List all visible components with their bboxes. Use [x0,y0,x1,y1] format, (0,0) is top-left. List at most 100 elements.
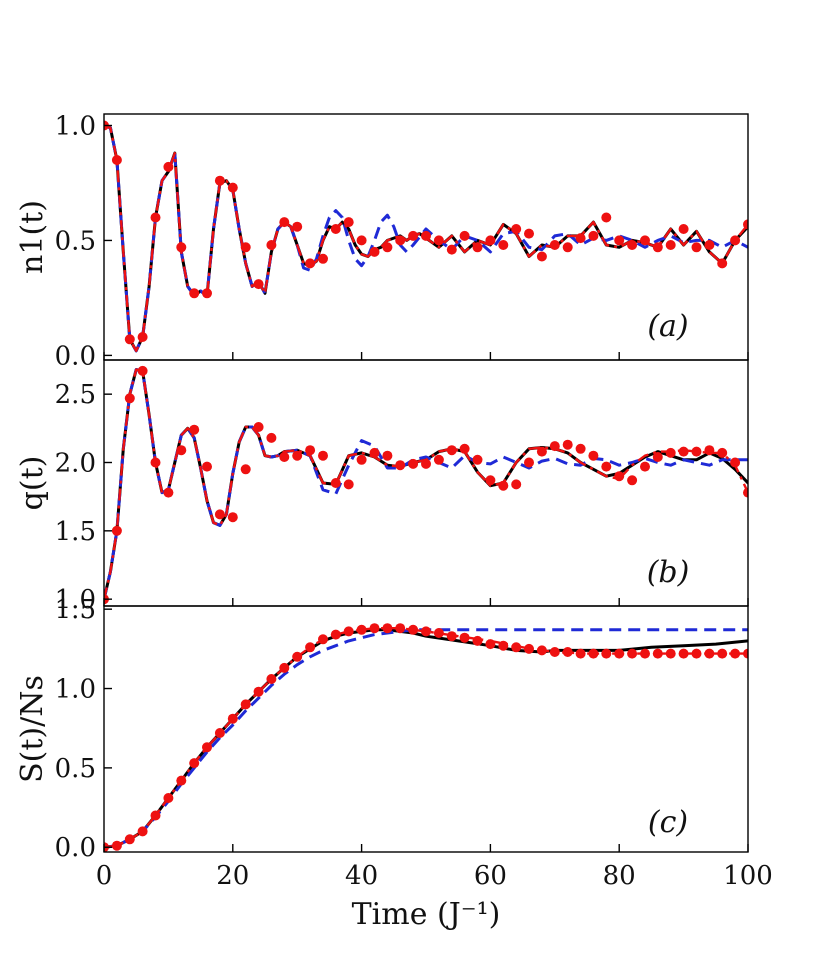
data-point-red-markers [189,424,200,435]
data-point-red-markers [227,713,238,724]
data-point-red-markers [176,445,187,456]
data-point-red-markers [111,525,122,536]
data-point-red-markers [730,457,741,468]
data-point-red-markers [395,460,406,471]
data-point-red-markers [588,648,599,659]
data-point-red-markers [279,217,290,228]
data-point-red-markers [253,422,264,432]
data-point-red-markers [549,240,560,250]
data-point-red-markers [343,217,354,228]
data-point-red-markers [743,648,748,659]
data-point-red-markers [601,648,612,659]
data-point-red-markers [421,458,431,469]
data-point-red-markers [691,446,702,457]
data-point-red-markers [704,648,715,659]
data-point-red-markers [433,235,444,246]
data-point-red-markers [124,834,135,845]
data-point-red-markers [536,446,547,457]
panel-tag: (b) [647,555,690,590]
data-point-red-markers [305,445,316,456]
data-point-red-markers [266,240,277,250]
data-point-red-markers [382,450,393,461]
panel-data [104,365,748,605]
data-point-red-markers [330,224,341,234]
data-point-red-markers [717,648,728,659]
x-tick-label: 0 [96,861,113,891]
data-point-red-markers [498,480,509,491]
data-point-red-markers [704,240,715,250]
data-point-red-markers [562,439,573,450]
data-point-red-markers [356,454,367,465]
data-point-red-markers [678,446,689,457]
data-point-red-markers [318,253,328,264]
data-point-red-markers [665,648,676,659]
data-point-red-markers [549,441,560,452]
panel-a: 0.0 0.5 1.0 (a) n1(t) [15,111,749,371]
data-point-red-markers [614,471,625,482]
data-point-red-markers [356,235,367,246]
data-point-red-markers [459,632,470,643]
data-point-red-markers [202,288,212,299]
x-tick-label: 80 [603,861,636,891]
data-point-red-markers [408,230,419,241]
data-point-red-markers [253,686,264,697]
data-point-red-markers [240,242,251,253]
data-point-red-markers [433,628,444,638]
data-point-red-markers [433,454,444,465]
data-point-red-markers [356,624,367,635]
data-point-red-markers [292,221,303,232]
data-point-red-markers [318,450,328,461]
data-point-red-markers [536,251,547,262]
data-point-red-markers [330,478,341,488]
data-point-red-markers [176,242,187,253]
data-point-red-markers [575,443,586,454]
series-line-blue-dashed [104,368,748,600]
data-point-red-markers [408,458,419,469]
data-point-red-markers [575,648,586,659]
data-point-red-markers [472,454,483,465]
data-point-red-markers [202,742,212,753]
y-tick-label: 1.0 [55,675,96,705]
data-point-red-markers [124,334,135,345]
data-point-red-markers [305,642,316,653]
data-point-red-markers [227,512,238,523]
data-point-red-markers [678,224,689,234]
data-point-red-markers [318,634,328,645]
data-point-red-markers [266,674,277,684]
data-point-red-markers [524,457,534,468]
data-point-red-markers [395,623,406,634]
data-point-red-markers [189,758,200,769]
data-point-red-markers [214,175,225,186]
data-point-red-markers [627,648,638,659]
x-tick-label: 20 [216,861,249,891]
data-point-red-markers [549,647,560,657]
y-axis-label: q(t) [15,456,50,511]
data-point-red-markers [652,648,663,659]
data-point-red-markers [163,793,174,803]
data-point-red-markers [717,447,728,458]
data-point-red-markers [382,242,393,253]
data-point-red-markers [266,432,277,443]
x-tick-label: 60 [474,861,507,891]
panel-b: 1.0 1.5 2.0 2.5 (b) q(t) [15,359,749,615]
data-point-red-markers [524,228,534,239]
data-point-red-markers [408,624,419,635]
data-point-red-markers [743,219,748,230]
data-point-red-markers [691,648,702,659]
y-tick-label: 1.5 [55,595,96,625]
data-point-red-markers [214,728,225,738]
data-point-red-markers [240,464,251,475]
data-point-red-markers [395,235,406,246]
y-tick-label: 2.0 [55,449,96,479]
panel-frame [103,605,749,853]
panel-data [104,623,748,852]
data-point-red-markers [163,487,174,498]
data-point-red-markers [111,840,122,851]
data-point-red-markers [640,461,650,472]
data-point-red-markers [485,639,496,650]
data-point-red-markers [601,461,612,472]
data-point-red-markers [678,648,689,659]
data-point-red-markers [202,461,212,472]
data-point-red-markers [665,447,676,458]
data-point-red-markers [498,240,509,250]
